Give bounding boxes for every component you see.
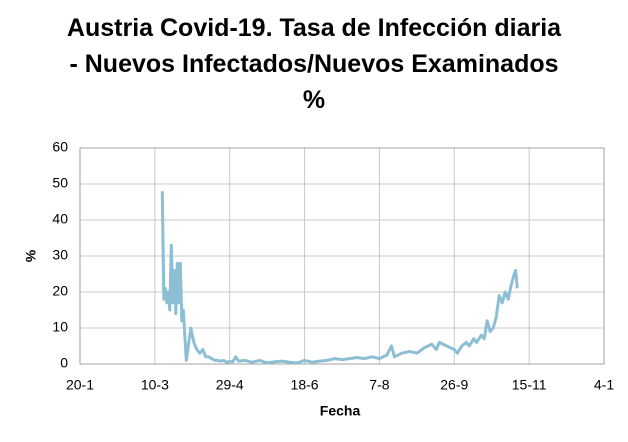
- y-tick-label: 10: [52, 319, 68, 335]
- y-tick-label: 40: [52, 211, 68, 227]
- x-axis-label: Fecha: [320, 403, 361, 419]
- chart-title: Austria Covid-19. Tasa de Infección diar…: [66, 14, 562, 114]
- x-tick-label: 26-9: [440, 377, 468, 393]
- y-tick-label: 60: [52, 139, 68, 155]
- x-tick-label: 20-1: [66, 377, 94, 393]
- plot-border: [79, 147, 605, 365]
- y-tick-label: 30: [52, 247, 68, 263]
- x-tick-label: 18-6: [291, 377, 319, 393]
- y-tick-label: 20: [52, 283, 68, 299]
- x-tick-label: 4-1: [594, 377, 614, 393]
- y-tick-label: 50: [52, 175, 68, 191]
- y-axis-label: %: [23, 249, 39, 262]
- x-tick-label: 10-3: [141, 377, 169, 393]
- x-tick-label: 15-11: [512, 377, 547, 393]
- x-tick-label: 7-8: [369, 377, 389, 393]
- data-line: [160, 191, 519, 365]
- y-tick-label: 0: [60, 355, 68, 371]
- x-tick-label: 29-4: [216, 377, 244, 393]
